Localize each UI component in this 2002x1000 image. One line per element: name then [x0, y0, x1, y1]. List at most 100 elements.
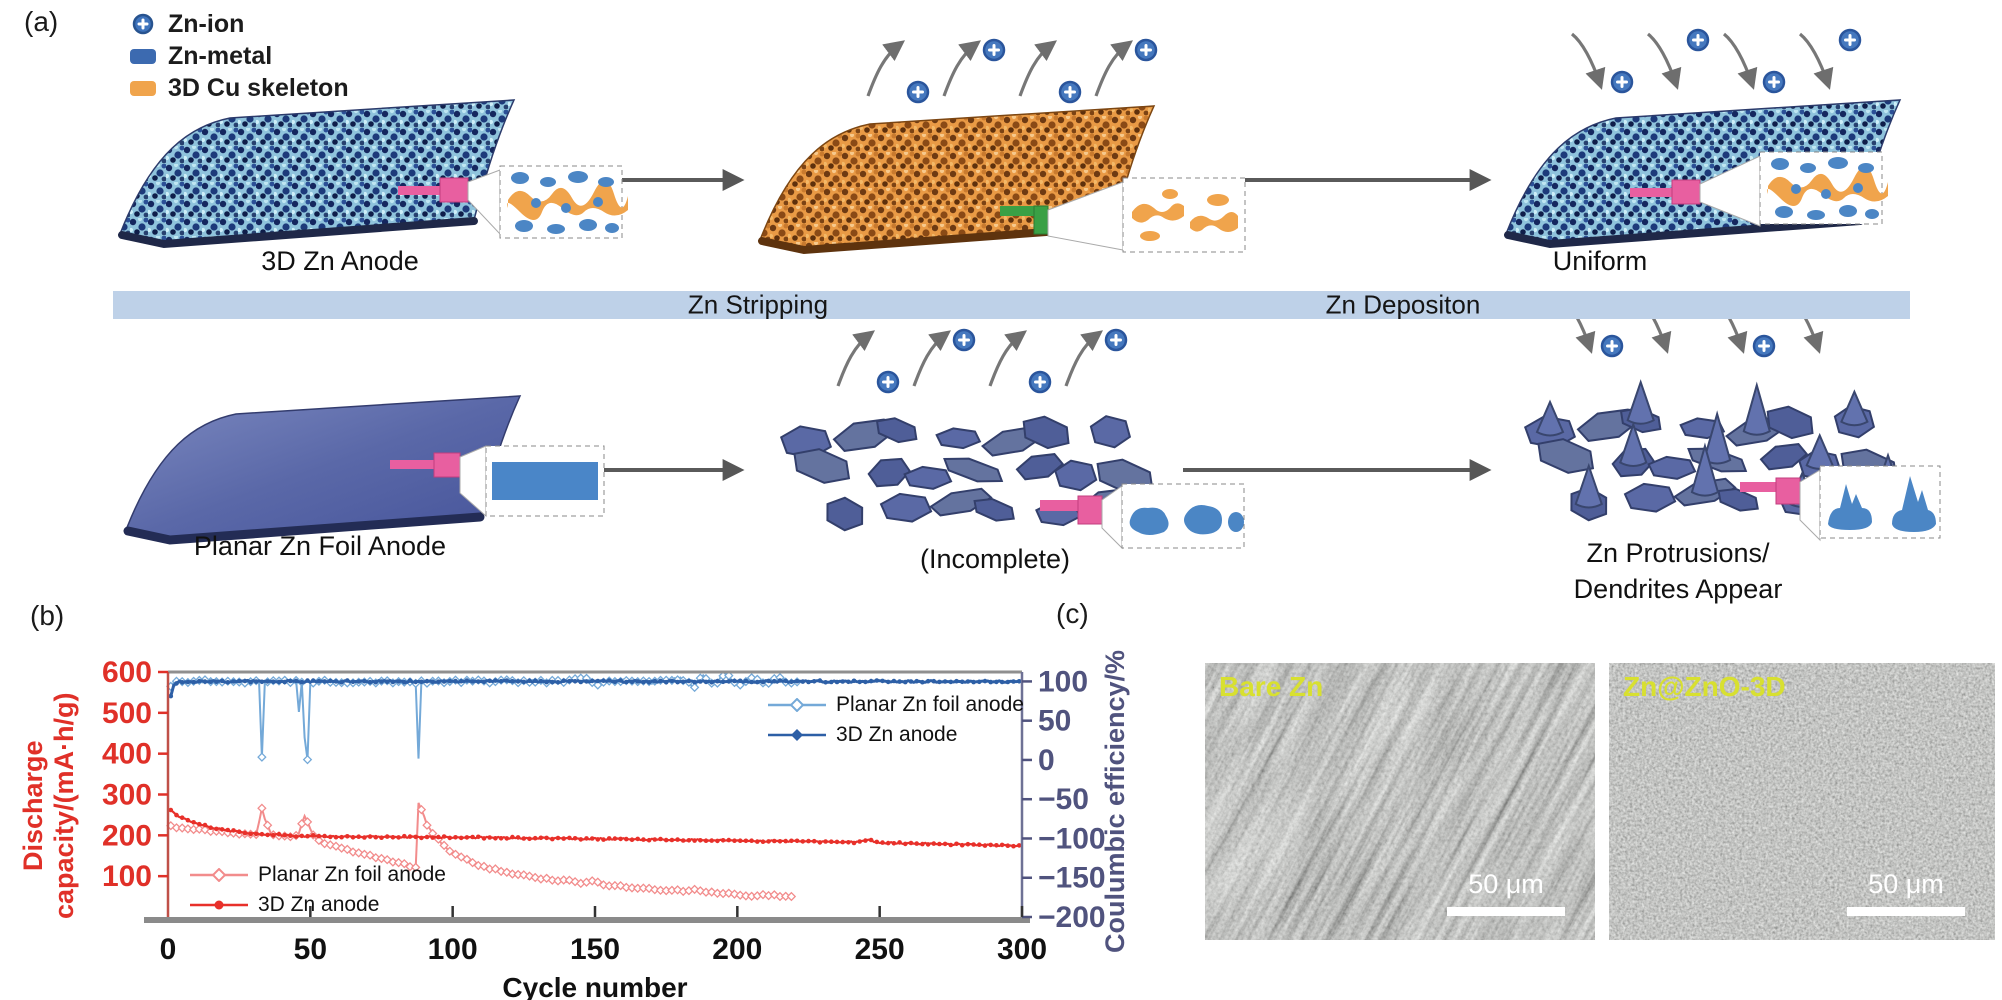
arrow-up-icon: [988, 330, 1027, 387]
x-axis-label: Cycle number: [502, 972, 687, 1000]
scale-bar: [1847, 907, 1965, 916]
band-label-deposition: Zn Depositon: [1325, 289, 1481, 320]
svg-text:600: 600: [102, 656, 152, 689]
legend-item-cu-skeleton: 3D Cu skeleton: [130, 73, 349, 102]
zn-ion-flow-up-foil: [836, 328, 1128, 394]
caption-protrusions-line2: Dendrites Appear: [1573, 574, 1783, 604]
inset-uniform-crosssection: [1630, 151, 1888, 227]
legend-label: Planar Zn foil anode: [836, 693, 1024, 716]
capacity-legend: Planar Zn foil anode 3D Zn anode: [190, 862, 446, 918]
svg-text:−50: −50: [1038, 783, 1089, 816]
svg-text:−150: −150: [1038, 862, 1106, 895]
caption-planar-zn-foil: Planar Zn Foil Anode: [193, 531, 447, 561]
scale-bar: [1447, 907, 1565, 916]
arrow-up-icon: [912, 330, 951, 387]
legend-label: 3D Zn anode: [258, 893, 380, 916]
scale-bar-label: 50 μm: [1868, 869, 1944, 899]
arrow-down-icon: [1646, 32, 1682, 90]
svg-text:100: 100: [102, 860, 152, 893]
panel-b-label: (b): [30, 600, 65, 631]
inset-3d-zn-crosssection: [398, 165, 628, 239]
svg-text:300: 300: [102, 779, 152, 812]
scale-bar-label: 50 μm: [1468, 869, 1544, 899]
arrow-down-icon: [1570, 32, 1606, 90]
legend-label: Zn-metal: [168, 41, 273, 70]
zn-ion-icon: [1134, 38, 1158, 62]
legend-label: 3D Zn anode: [836, 723, 958, 746]
zn-ion-icon: [1686, 28, 1710, 52]
zn-ion-icon: [1762, 70, 1786, 94]
arrow-up-icon: [836, 330, 875, 387]
svg-text:300: 300: [997, 933, 1047, 966]
cap-3d-marker-icon: [190, 900, 248, 910]
legend-row-cap-3d: 3D Zn anode: [190, 892, 446, 918]
svg-text:50: 50: [294, 933, 327, 966]
panel-c-label: (c): [1056, 598, 1089, 629]
cap-planar-marker-icon: [190, 868, 248, 882]
band-label-stripping: Zn Stripping: [687, 289, 829, 320]
arrow-up-icon: [1094, 40, 1133, 97]
ce-3d-marker-icon: [768, 729, 826, 741]
legend-label: 3D Cu skeleton: [168, 73, 349, 102]
arrow-down-icon: [1722, 32, 1758, 90]
legend-row-ce-planar: Planar Zn foil anode: [768, 692, 1024, 718]
caption-uniform: Uniform: [1552, 246, 1648, 276]
zn-ion-flow-down-deposition: [1570, 28, 1862, 94]
sem-title-zn-zno-3d: Zn@ZnO-3D: [1623, 671, 1786, 702]
inset-incomplete-chunks: [1040, 483, 1245, 550]
caption-incomplete: (Incomplete): [919, 544, 1071, 574]
legend-item-zn-metal: Zn-metal: [130, 41, 273, 70]
zn-ion-icon: [982, 38, 1006, 62]
sem-title-bare-zn: Bare Zn: [1219, 671, 1324, 702]
svg-text:200: 200: [102, 819, 152, 852]
svg-text:150: 150: [570, 933, 620, 966]
svg-text:500: 500: [102, 697, 152, 730]
inset-cu-skeleton: [1000, 177, 1246, 253]
legend-item-zn-ion: Zn-ion: [130, 9, 245, 38]
arrow-down-icon: [1798, 32, 1834, 90]
zn-ion-icon: [952, 328, 976, 352]
inset-planar-foil: [390, 445, 605, 518]
zn-ion-icon: [132, 13, 154, 35]
panel-a-label: (a): [24, 6, 59, 37]
arrow-up-icon: [1064, 330, 1103, 387]
sem-texture-bare-zn: [1205, 663, 1595, 940]
svg-text:250: 250: [855, 933, 905, 966]
process-band: Zn Stripping Zn Depositon: [113, 289, 1910, 320]
zn-ion-flow-up-stripping: [866, 38, 1158, 104]
sem-image-bare-zn: Bare Zn 50 μm: [1205, 663, 1595, 940]
svg-text:100: 100: [428, 933, 478, 966]
inset-dendrite-spikes: [1740, 465, 1941, 542]
caption-3d-zn-anode: 3D Zn Anode: [261, 246, 419, 276]
caption-protrusions-line1: Zn Protrusions/: [1586, 538, 1770, 568]
sem-image-zn-zno-3d: Zn@ZnO-3D 50 μm: [1609, 663, 1995, 940]
cu-skeleton-icon: [130, 80, 156, 96]
zn-ion-icon: [1610, 70, 1634, 94]
svg-text:50: 50: [1038, 705, 1071, 738]
ce-planar-marker-icon: [768, 698, 826, 712]
arrow-up-icon: [1018, 40, 1057, 97]
legend-label: Planar Zn foil anode: [258, 863, 446, 886]
cycling-performance-chart: 600500400300200100100500−50−100−150−2000…: [102, 656, 1106, 1000]
zn-ion-icon: [1838, 28, 1862, 52]
legend-row-cap-planar: Planar Zn foil anode: [190, 862, 446, 888]
planar-zn-foil-sheet: [123, 395, 522, 545]
svg-text:−200: −200: [1038, 901, 1106, 934]
zn-metal-icon: [130, 48, 156, 64]
svg-text:0: 0: [1038, 744, 1055, 777]
zn-ion-icon: [1600, 334, 1624, 358]
svg-text:100: 100: [1038, 665, 1088, 698]
zn-ion-icon: [876, 370, 900, 394]
schematic-canvas: [118, 28, 1941, 550]
legend-label: Zn-ion: [168, 9, 245, 38]
svg-text:200: 200: [712, 933, 762, 966]
sem-texture-zn-zno-3d: [1609, 663, 1995, 940]
zn-ion-icon: [906, 80, 930, 104]
arrow-up-icon: [866, 40, 905, 97]
svg-text:−100: −100: [1038, 822, 1106, 855]
efficiency-legend: Planar Zn foil anode 3D Zn anode: [768, 692, 1024, 748]
arrow-up-icon: [942, 40, 981, 97]
zn-ion-icon: [1028, 370, 1052, 394]
svg-text:0: 0: [160, 933, 177, 966]
